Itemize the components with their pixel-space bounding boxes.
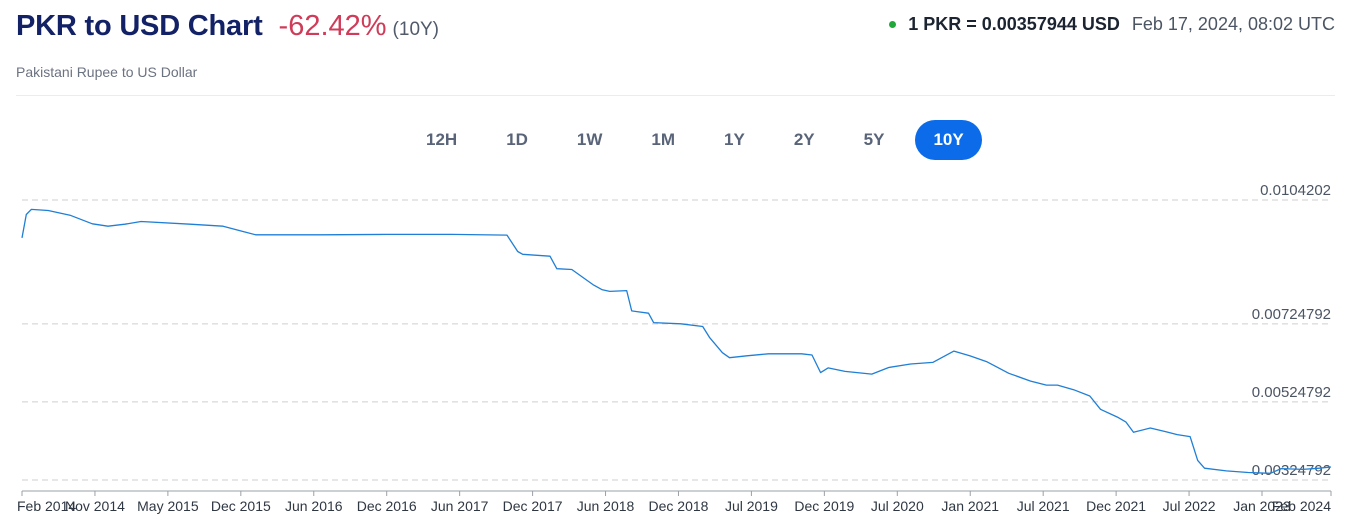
rate-timestamp: Feb 17, 2024, 08:02 UTC xyxy=(1131,14,1335,34)
x-tick-label: Jan 2021 xyxy=(941,498,999,514)
series-line xyxy=(21,208,1332,474)
tab-1y[interactable]: 1Y xyxy=(724,130,745,149)
change-period: (10Y) xyxy=(392,19,440,40)
y-tick-label: 0.00524792 xyxy=(1252,384,1331,401)
page-title: PKR to USD Chart xyxy=(16,10,263,42)
x-tick-label: Jan 2023 xyxy=(1233,498,1291,514)
page-subtitle: Pakistani Rupee to US Dollar xyxy=(16,64,198,80)
x-tick-label: May 2015 xyxy=(137,498,199,514)
change-percent: -62.42% xyxy=(278,10,387,42)
title-row: PKR to USD Chart -62.42% (10Y) xyxy=(16,10,439,50)
current-rate: 1 PKR = 0.00357944 USD xyxy=(908,14,1120,34)
live-indicator-icon xyxy=(889,21,897,28)
tab-1w[interactable]: 1W xyxy=(576,130,603,149)
x-tick-label: Feb 2014 xyxy=(17,498,76,514)
tab-12h[interactable]: 12H xyxy=(426,130,458,149)
x-tick-label: Jul 2022 xyxy=(1163,498,1216,514)
x-tick-label: Feb 2024 xyxy=(1272,498,1331,514)
y-tick-label: 0.00724792 xyxy=(1252,306,1331,323)
tab-1m[interactable]: 1M xyxy=(651,130,676,149)
x-tick-label: Dec 2015 xyxy=(211,498,271,514)
x-tick-label: Jun 2018 xyxy=(577,498,635,514)
tab-5y[interactable]: 5Y xyxy=(863,130,885,149)
x-tick-label: Jun 2016 xyxy=(285,498,343,514)
y-tick-label: 0.00324792 xyxy=(1252,462,1331,479)
tab-10y[interactable]: 10Y xyxy=(915,120,982,160)
x-tick-label: Jun 2017 xyxy=(431,498,489,514)
x-tick-label: Nov 2014 xyxy=(65,498,125,514)
x-tick-label: Dec 2018 xyxy=(649,498,709,514)
header-divider xyxy=(16,95,1335,96)
exchange-rate-chart[interactable]: 0.0104202 0.00724792 0.00524792 0.00324792 F… xyxy=(0,180,1347,529)
x-tick-label: Dec 2019 xyxy=(794,498,854,514)
x-tick-label: Dec 2017 xyxy=(503,498,563,514)
tab-1d[interactable]: 1D xyxy=(506,130,528,149)
y-tick-label: 0.0104202 xyxy=(1260,182,1331,199)
x-tick-label: Dec 2016 xyxy=(357,498,417,514)
x-tick-label: Jul 2021 xyxy=(1017,498,1070,514)
current-rate-row: 1 PKR = 0.00357944 USD Feb 17, 2024, 08:… xyxy=(889,14,1335,35)
x-tick-label: Jul 2019 xyxy=(725,498,778,514)
tab-2y[interactable]: 2Y xyxy=(793,130,815,149)
x-tick-label: Jul 2020 xyxy=(871,498,924,514)
time-range-tabs: 12H 1D 1W 1M 1Y 2Y 5Y 10Y xyxy=(408,120,995,160)
x-tick-label: Dec 2021 xyxy=(1086,498,1146,514)
